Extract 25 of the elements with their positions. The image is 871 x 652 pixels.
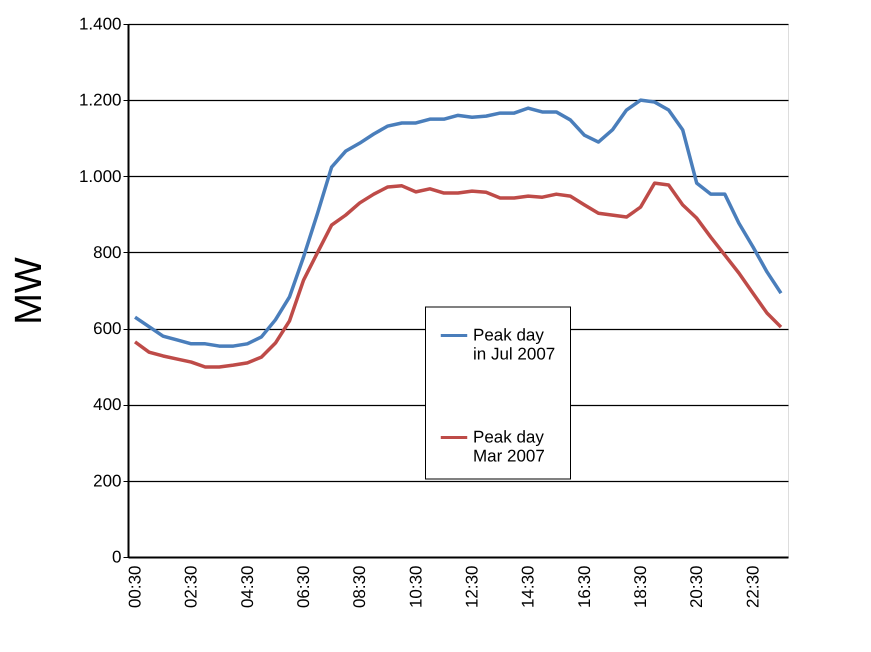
x-tick-label: 20:30 [687, 566, 706, 608]
y-tick-label: 800 [93, 242, 122, 262]
legend-label: Peak day Mar 2007 [473, 427, 545, 466]
legend-label: Peak day in Jul 2007 [473, 325, 556, 364]
line-series [133, 181, 783, 369]
x-tick-label: 06:30 [294, 566, 314, 608]
x-tick-label: 16:30 [574, 566, 594, 608]
x-tick-label: 10:30 [406, 566, 426, 608]
y-tick-label: 600 [93, 319, 122, 338]
x-tick-label: 00:30 [126, 566, 145, 608]
y-axis-title: MW [8, 257, 50, 325]
x-tick-label: 08:30 [350, 566, 370, 608]
y-tick-label: 0 [112, 548, 122, 566]
x-tick-label: 02:30 [182, 566, 201, 608]
y-tick-label: 1.000 [78, 166, 122, 186]
y-tick-label: 200 [93, 471, 122, 490]
x-tick-label: 12:30 [462, 566, 482, 608]
x-tick-label: 04:30 [238, 566, 257, 608]
y-tick-label: 1.200 [78, 90, 122, 110]
line-series [133, 98, 783, 348]
x-tick-label: 14:30 [518, 566, 538, 608]
y-tick-label: 1.400 [78, 14, 122, 34]
x-tick-label: 22:30 [743, 566, 762, 608]
x-tick-label: 18:30 [631, 566, 650, 608]
y-tick-label: 400 [93, 395, 122, 414]
